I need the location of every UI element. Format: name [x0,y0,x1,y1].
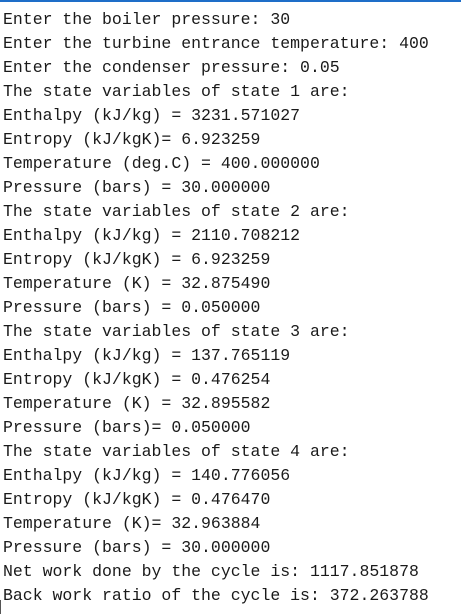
console-line: Temperature (K)= 32.963884 [3,514,261,533]
console-line: The state variables of state 2 are: [3,202,350,221]
console-line: Net work done by the cycle is: 1117.8518… [3,562,419,581]
console-line: Temperature (K) = 32.895582 [3,394,271,413]
console-line: The state variables of state 1 are: [3,82,350,101]
console-line: Entropy (kJ/kgK) = 0.476254 [3,370,271,389]
console-line: Pressure (bars) = 30.000000 [3,178,271,197]
console-line: Pressure (bars) = 30.000000 [3,538,271,557]
console-line: Temperature (K) = 32.875490 [3,274,271,293]
window-edge [0,600,1,614]
console-line: Enthalpy (kJ/kg) = 3231.571027 [3,106,301,125]
console-line: Entropy (kJ/kgK) = 0.476470 [3,490,271,509]
console-line: Enter the turbine entrance temperature: … [3,34,429,53]
console-line: Enter the condenser pressure: 0.05 [3,58,340,77]
console-line: Enter the boiler pressure: 30 [3,10,291,29]
console-line: Back work ratio of the cycle is: 372.263… [3,586,429,605]
console-line: Enthalpy (kJ/kg) = 2110.708212 [3,226,301,245]
console-line: Enthalpy (kJ/kg) = 140.776056 [3,466,291,485]
console-line: The state variables of state 3 are: [3,322,350,341]
console-line: Temperature (deg.C) = 400.000000 [3,154,320,173]
console-line: Entropy (kJ/kgK)= 6.923259 [3,130,261,149]
console-line: Pressure (bars)= 0.050000 [3,418,251,437]
console-line: Entropy (kJ/kgK) = 6.923259 [3,250,271,269]
console-line: Enthalpy (kJ/kg) = 137.765119 [3,346,291,365]
console-line: Pressure (bars) = 0.050000 [3,298,261,317]
console-line: The state variables of state 4 are: [3,442,350,461]
